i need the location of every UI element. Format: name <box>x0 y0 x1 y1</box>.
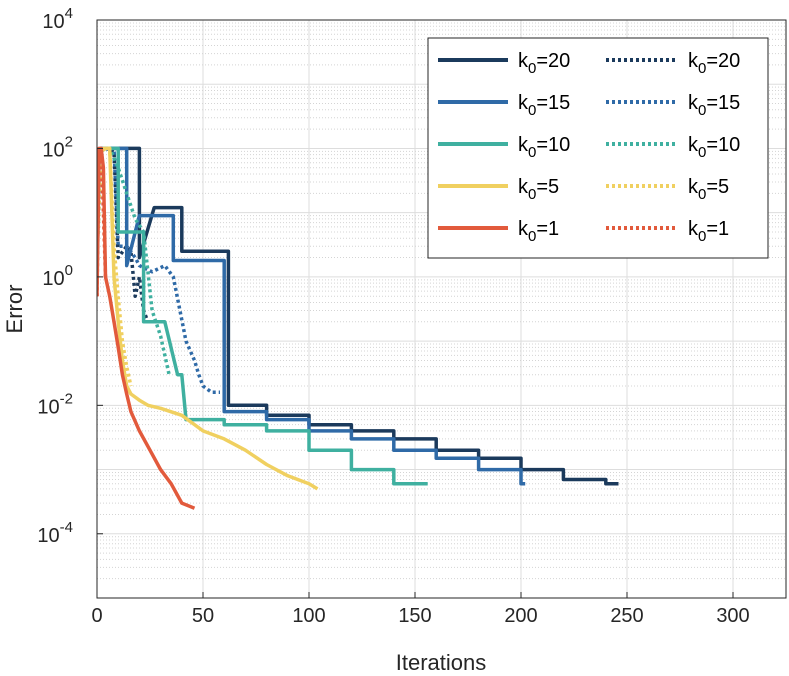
y-tick-label: 100 <box>42 262 73 290</box>
x-axis-label: Iterations <box>396 650 487 675</box>
grid <box>96 19 786 599</box>
plot-frame <box>96 19 787 599</box>
x-tick-label: 250 <box>610 605 643 627</box>
y-axis-label: Error <box>2 285 27 334</box>
x-tick-label: 200 <box>504 605 537 627</box>
series-line-k0-15-dotted <box>97 146 220 394</box>
axis-ticks: 0 50 100 150 200 250 300 10-4 10-2 100 102 104 <box>37 5 749 627</box>
x-tick-label: 150 <box>398 605 431 627</box>
legend-label: k0=10 <box>518 134 570 161</box>
legend-label: k0=1 <box>688 218 729 245</box>
x-tick-label: 50 <box>192 605 214 627</box>
legend-label: k0=10 <box>688 134 740 161</box>
legend-label: k0=15 <box>518 92 570 119</box>
x-tick-label: 0 <box>91 605 102 627</box>
series-line-k0-1-dotted <box>97 146 108 297</box>
series-line-k0-10 <box>97 146 428 486</box>
y-tick-label: 104 <box>42 5 73 33</box>
legend-box <box>427 37 769 259</box>
y-tick-label: 102 <box>42 133 73 161</box>
series-line-k0-20-dotted <box>97 146 150 323</box>
legend: k0=20 k0=15 k0=10 k0=5 k0=1 k0=20 k0=15 k0=10 k0… <box>427 37 769 259</box>
series-line-k0-5 <box>97 146 319 491</box>
legend-label: k0=15 <box>688 92 740 119</box>
legend-label: k0=5 <box>688 176 729 203</box>
series-line-k0-20 <box>97 146 619 486</box>
x-tick-label: 300 <box>716 605 749 627</box>
series-layer <box>97 146 619 510</box>
y-tick-label: 10-4 <box>37 519 73 547</box>
legend-label: k0=5 <box>518 176 559 203</box>
y-tick-label: 10-2 <box>37 390 73 418</box>
legend-label: k0=1 <box>518 218 559 245</box>
legend-label: k0=20 <box>518 50 570 77</box>
legend-label: k0=20 <box>688 50 740 77</box>
x-tick-label: 100 <box>292 605 325 627</box>
